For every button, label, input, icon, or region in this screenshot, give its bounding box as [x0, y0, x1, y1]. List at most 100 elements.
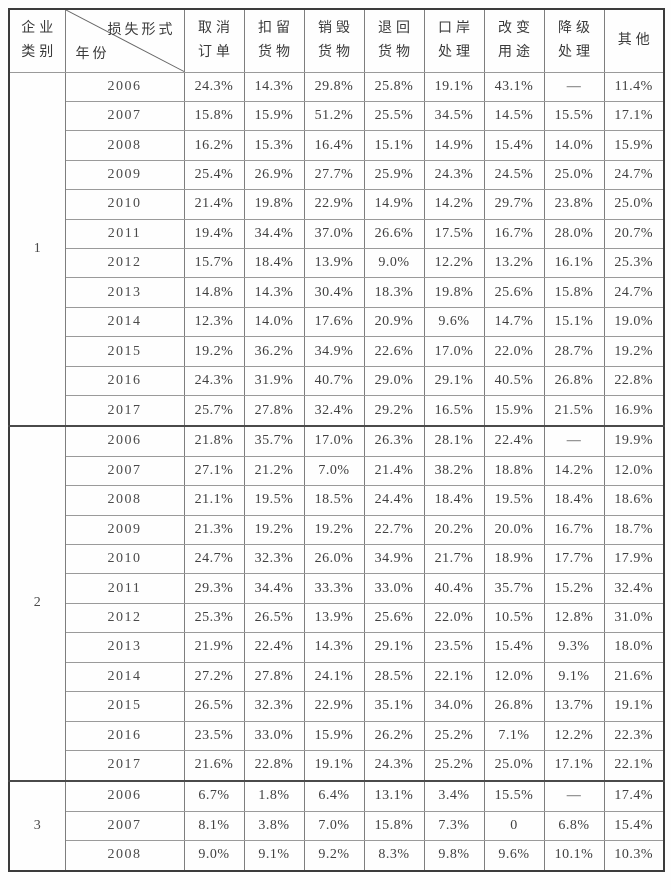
- value-cell: 22.4%: [483, 424, 545, 457]
- value-cell: 15.5%: [543, 100, 605, 132]
- value-cell: 29.7%: [483, 189, 545, 220]
- header-col-line: 订单: [198, 44, 234, 60]
- year-cell: 2012: [64, 602, 185, 634]
- value-cell: —: [543, 424, 605, 457]
- value-cell: 16.7%: [543, 514, 605, 546]
- year-cell: 2011: [64, 573, 185, 604]
- value-cell: 16.4%: [303, 130, 365, 161]
- value-cell: 10.3%: [603, 839, 665, 872]
- value-cell: 15.7%: [183, 248, 245, 279]
- table-row: 2017 25.7% 27.8% 32.4% 29.2% 16.5% 15.9% 21.5% 1…: [9, 395, 665, 427]
- value-cell: 22.1%: [423, 661, 485, 693]
- value-cell: 9.2%: [303, 839, 365, 872]
- year-cell: 2015: [64, 336, 185, 367]
- value-cell: 21.3%: [183, 514, 245, 546]
- value-cell: 24.7%: [183, 543, 245, 575]
- value-cell: 14.7%: [483, 306, 545, 338]
- category-cell: 2: [8, 424, 66, 782]
- value-cell: 26.5%: [183, 691, 245, 722]
- value-cell: 14.2%: [423, 189, 485, 220]
- value-cell: 28.5%: [363, 661, 425, 693]
- year-cell: 2006: [64, 779, 185, 812]
- value-cell: 24.3%: [423, 159, 485, 191]
- value-cell: 32.4%: [303, 395, 365, 427]
- value-cell: 23.5%: [423, 632, 485, 663]
- value-cell: 19.9%: [603, 424, 665, 457]
- value-cell: 6.4%: [303, 779, 365, 812]
- year-cell: 2017: [64, 395, 185, 427]
- header-col-line: 货物: [318, 44, 354, 60]
- year-cell: 2010: [64, 189, 185, 220]
- value-cell: —: [543, 779, 605, 812]
- value-cell: 26.9%: [243, 159, 305, 191]
- value-cell: 25.0%: [483, 749, 545, 782]
- value-cell: 15.9%: [303, 720, 365, 751]
- value-cell: 23.5%: [183, 720, 245, 751]
- table-row: 2008 16.2% 15.3% 16.4% 15.1% 14.9% 15.4% 14.0% 1…: [9, 130, 665, 161]
- value-cell: 21.5%: [543, 395, 605, 427]
- value-cell: 21.4%: [183, 189, 245, 220]
- value-cell: 19.8%: [423, 277, 485, 308]
- table-row: 2012 25.3% 26.5% 13.9% 25.6% 22.0% 10.5% 12.8% 3…: [9, 602, 665, 634]
- header-col-line: 退回: [378, 20, 414, 36]
- value-cell: 25.2%: [423, 720, 485, 751]
- header-col-port-handling: 口岸 处理: [423, 8, 485, 73]
- value-cell: 40.4%: [423, 573, 485, 604]
- value-cell: 21.4%: [363, 455, 425, 487]
- value-cell: 7.1%: [483, 720, 545, 751]
- value-cell: 24.3%: [183, 365, 245, 397]
- value-cell: 32.3%: [243, 691, 305, 722]
- year-cell: 2013: [64, 277, 185, 308]
- value-cell: 34.9%: [363, 543, 425, 575]
- value-cell: 17.7%: [543, 543, 605, 575]
- value-cell: 22.1%: [603, 749, 665, 782]
- value-cell: 29.2%: [363, 395, 425, 427]
- value-cell: 25.3%: [183, 602, 245, 634]
- header-col-line: 降级: [558, 20, 594, 36]
- table-row: 2008 9.0% 9.1% 9.2% 8.3% 9.8% 9.6% 10.1% 10.3%: [9, 839, 665, 872]
- year-cell: 2008: [64, 130, 185, 161]
- value-cell: 32.4%: [603, 573, 665, 604]
- value-cell: 17.1%: [603, 100, 665, 132]
- value-cell: 26.6%: [363, 218, 425, 250]
- header-col-line: 取消: [198, 20, 234, 36]
- value-cell: 6.7%: [183, 779, 245, 812]
- value-cell: 22.0%: [423, 602, 485, 634]
- value-cell: 18.6%: [603, 485, 665, 516]
- header-year-label: 年份: [75, 46, 110, 62]
- value-cell: 15.8%: [183, 100, 245, 132]
- year-cell: 2012: [64, 248, 185, 279]
- value-cell: 15.9%: [603, 130, 665, 161]
- value-cell: 18.4%: [243, 248, 305, 279]
- table-row: 2007 15.8% 15.9% 51.2% 25.5% 34.5% 14.5% 15.5% 1…: [9, 100, 665, 132]
- value-cell: 15.1%: [543, 306, 605, 338]
- table-row: 2016 23.5% 33.0% 15.9% 26.2% 25.2% 7.1% 12.2% 22…: [9, 720, 665, 751]
- value-cell: 29.8%: [303, 71, 365, 102]
- value-cell: 12.2%: [423, 248, 485, 279]
- value-cell: 10.5%: [483, 602, 545, 634]
- value-cell: 38.2%: [423, 455, 485, 487]
- value-cell: 24.3%: [363, 749, 425, 782]
- table-row: 2010 24.7% 32.3% 26.0% 34.9% 21.7% 18.9% 17.7% 1…: [9, 543, 665, 575]
- header-col-line: 口岸: [438, 20, 474, 36]
- year-cell: 2014: [64, 306, 185, 338]
- value-cell: 7.3%: [423, 810, 485, 841]
- value-cell: 19.2%: [303, 514, 365, 546]
- diagonal-divider-line: [66, 10, 183, 71]
- year-cell: 2008: [64, 839, 185, 872]
- table-row: 2017 21.6% 22.8% 19.1% 24.3% 25.2% 25.0% 17.1% 2…: [9, 749, 665, 782]
- value-cell: 33.3%: [303, 573, 365, 604]
- value-cell: 14.9%: [423, 130, 485, 161]
- value-cell: 26.0%: [303, 543, 365, 575]
- value-cell: 15.9%: [483, 395, 545, 427]
- value-cell: 21.6%: [183, 749, 245, 782]
- value-cell: 26.8%: [543, 365, 605, 397]
- value-cell: 18.3%: [363, 277, 425, 308]
- header-col-line: 处理: [438, 44, 474, 60]
- value-cell: 21.7%: [423, 543, 485, 575]
- table-row: 2008 21.1% 19.5% 18.5% 24.4% 18.4% 19.5% 18.4% 1…: [9, 485, 665, 516]
- table-row: 2016 24.3% 31.9% 40.7% 29.0% 29.1% 40.5% 26.8% 2…: [9, 365, 665, 397]
- value-cell: 21.9%: [183, 632, 245, 663]
- year-cell: 2010: [64, 543, 185, 575]
- value-cell: 15.9%: [243, 100, 305, 132]
